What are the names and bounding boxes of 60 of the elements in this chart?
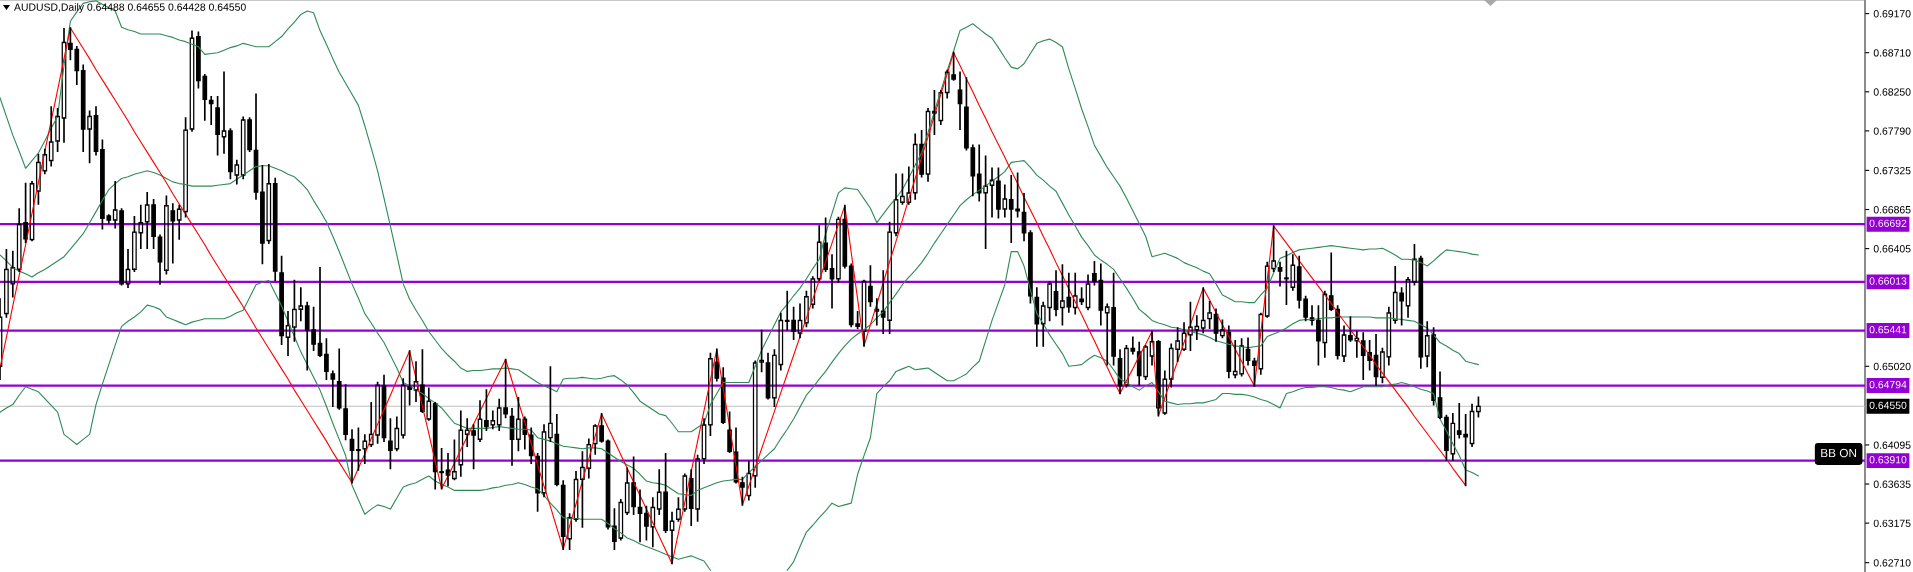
candlestick — [1207, 300, 1212, 329]
candlestick — [272, 177, 278, 282]
candlestick — [221, 71, 227, 154]
line-series — [0, 160, 1479, 497]
candlestick — [215, 96, 220, 156]
candlestick — [432, 403, 438, 490]
y-tick-label: 0.68250 — [1873, 88, 1911, 96]
y-tick-label: 0.65020 — [1873, 362, 1911, 371]
candlestick — [925, 107, 931, 182]
candlestick — [362, 434, 368, 465]
candlestick — [1200, 287, 1206, 334]
candlestick — [573, 470, 579, 522]
ref-line-label: 0.63910 — [1869, 456, 1907, 464]
candlestick — [1341, 325, 1347, 363]
ref-line-label: 0.64550 — [1869, 401, 1907, 410]
candlestick — [1181, 322, 1187, 350]
candlestick — [452, 439, 457, 480]
candlestick — [1085, 274, 1091, 311]
candlestick — [701, 418, 707, 465]
candlestick — [893, 173, 899, 237]
y-tick-label: 0.68710 — [1873, 49, 1911, 57]
candlestick — [580, 451, 585, 528]
candlestick — [586, 438, 592, 479]
ref-line-label: 0.65441 — [1869, 325, 1907, 334]
candlestick — [125, 249, 131, 289]
line-series — [0, 27, 1467, 565]
candlestick — [285, 311, 291, 357]
candlestick — [189, 30, 195, 132]
y-tick-label: 0.66405 — [1873, 245, 1911, 253]
candlestick — [1405, 277, 1411, 318]
candlestick — [324, 338, 329, 380]
candlestick — [61, 28, 67, 143]
candlestick — [868, 265, 873, 307]
y-tick-label: 0.62710 — [1873, 559, 1911, 567]
candlestick — [669, 511, 675, 565]
y-tick-label: 0.66865 — [1873, 206, 1911, 214]
line-series — [0, 0, 1479, 433]
candlestick — [279, 255, 284, 346]
candlestick — [1469, 403, 1475, 448]
candlestick — [439, 447, 444, 490]
candlestick — [458, 410, 464, 477]
candlestick — [797, 303, 803, 339]
y-tick-label: 0.63175 — [1873, 519, 1911, 528]
y-tick-label: 0.69170 — [1873, 10, 1911, 18]
candlestick — [727, 411, 732, 452]
ref-line-label: 0.64794 — [1869, 380, 1907, 389]
candlestick — [29, 181, 35, 241]
ref-line-label: 0.66013 — [1869, 277, 1907, 285]
y-tick-label: 0.67325 — [1873, 166, 1911, 175]
candlestick — [330, 370, 336, 408]
annotation: BB ON — [1821, 448, 1857, 458]
y-tick-label: 0.64095 — [1873, 441, 1911, 449]
candlestick — [356, 427, 361, 471]
candlestick — [541, 424, 547, 498]
candlestick — [1335, 305, 1340, 360]
ref-line-label: 0.66692 — [1869, 219, 1907, 228]
y-tick-label: 0.67790 — [1873, 127, 1911, 135]
candlestick — [477, 400, 483, 442]
candlestick — [861, 280, 867, 347]
y-tick-label: 0.63635 — [1873, 480, 1911, 488]
